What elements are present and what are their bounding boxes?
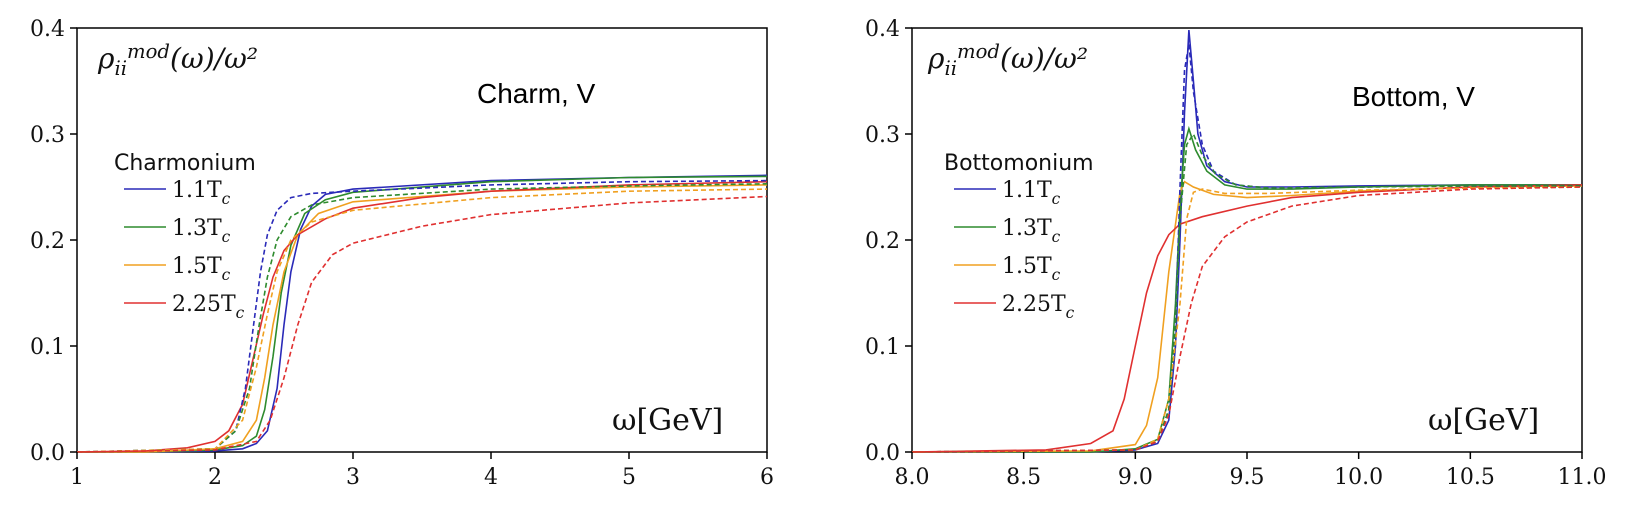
y-axis-label: ρii​mod​(ω)/ω² [927,40,1088,80]
tick-layer: 1 2 3 4 5 6 0.0 0.1 0.2 0.3 0.4 [30,17,774,490]
series-line-dashed [911,186,1583,453]
y-tick-label: 0.0 [865,441,900,466]
y-tick-label: 0.2 [865,229,900,254]
x-tick-label: 9.5 [1230,465,1265,490]
series-line-solid [76,180,768,453]
y-tick-label: 0.3 [30,123,65,148]
series-line-dashed [76,183,768,453]
series-line-dashed [911,186,1583,453]
x-tick-label: 8.0 [895,465,930,490]
legend-label: 1.3Tc​ [172,216,231,246]
legend-label: 2.25Tc​ [172,292,245,322]
x-tick-label: 10.0 [1334,465,1383,490]
y-tick-label: 0.0 [30,441,65,466]
series-line-dashed [76,195,768,453]
legend-label: 1.1Tc​ [172,178,231,208]
legend: Bottomonium 1.1Tc​ 1.3Tc​ 1.5Tc​ 2.25Tc​ [944,151,1094,322]
x-tick-label: 3 [346,465,360,490]
series-line-solid [912,125,1582,453]
series-line-solid [77,174,768,453]
y-tick-label: 0.1 [30,335,65,360]
x-tick-label: 11.0 [1558,465,1607,490]
series-layer [76,174,768,453]
legend-label: 1.5Tc​ [1002,254,1061,284]
x-tick-label: 4 [484,465,498,490]
legend: Charmonium 1.1Tc​ 1.3Tc​ 1.5Tc​ 2.25Tc​ [114,151,256,322]
legend-label: 1.1Tc​ [1002,178,1061,208]
series-line-solid [911,180,1583,453]
y-axis-label: ρii​mod​(ω)/ω² [97,40,258,80]
series-line-dashed [911,43,1582,453]
legend-label: 2.25Tc​ [1002,292,1075,322]
legend-title: Bottomonium [944,151,1094,176]
y-tick-label: 0.3 [865,123,900,148]
x-tick-label: 9.0 [1118,465,1153,490]
tick-layer: 8.0 8.5 9.0 9.5 10.0 10.5 11.0 0.0 0.1 0.2 0.3 0.4 [865,17,1606,490]
x-tick-label: 2 [208,465,222,490]
series-line-dashed [76,188,768,453]
legend-label: 1.3Tc​ [1002,216,1061,246]
y-tick-label: 0.4 [30,17,65,42]
legend-title: Charmonium [114,151,256,176]
bottom-panel: 8.0 8.5 9.0 9.5 10.0 10.5 11.00.00.10.20.30.4 … [865,17,1606,490]
x-tick-label: 6 [760,465,774,490]
panel-annotation: Charm, V [477,78,596,109]
y-tick-label: 0.2 [30,229,65,254]
x-tick-label: 8.5 [1006,465,1041,490]
x-axis-label: ω[GeV] [1428,403,1539,438]
series-line-solid [911,184,1583,453]
legend-label: 1.5Tc​ [172,254,231,284]
x-tick-label: 5 [622,465,636,490]
series-line-solid [912,30,1582,453]
series-layer [911,30,1583,453]
x-axis-label: ω[GeV] [612,403,723,438]
charm-panel: 1 2 3 4 5 6 0.0 0.1 0.2 0.3 0.4 ρii​mod​(ω)/ω² ω[G… [30,17,774,490]
x-tick-label: 10.5 [1446,465,1495,490]
x-tick-label: 1 [70,465,84,490]
y-tick-label: 0.4 [865,17,900,42]
panel-annotation: Bottom, V [1352,81,1475,112]
y-tick-label: 0.1 [865,335,900,360]
